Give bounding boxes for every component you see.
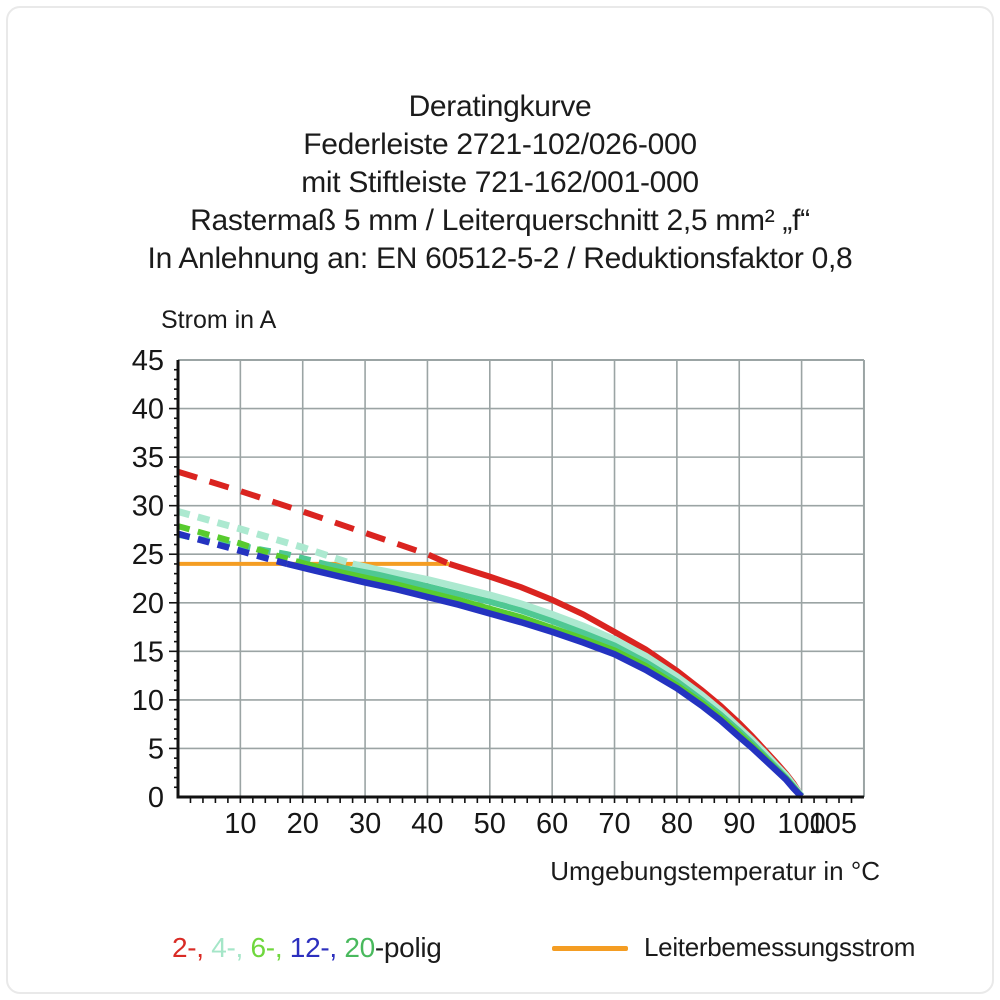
page-frame (6, 6, 994, 994)
pole-legend-item: 20 (336, 932, 375, 963)
chart-title-line-4: Rastermaß 5 mm / Leiterquerschnitt 2,5 m… (190, 204, 810, 237)
x-tick-label: 105 (809, 808, 857, 840)
chart-title-block: Deratingkurve Federleiste 2721-102/026-0… (25, 88, 975, 278)
y-tick-label: 5 (148, 733, 164, 765)
x-tick-label: 50 (474, 808, 506, 840)
y-tick-label: 40 (132, 394, 164, 426)
x-tick-label: 20 (287, 808, 319, 840)
rated-current-legend: Leiterbemessungsstrom (552, 932, 915, 963)
curve-12-polig-dashed (177, 530, 288, 568)
x-tick-label: 60 (536, 808, 568, 840)
y-tick-label: 0 (148, 782, 164, 814)
rated-current-swatch (552, 946, 628, 951)
x-axis-title: Umgebungstemperatur in °C (550, 856, 880, 886)
y-tick-label: 25 (132, 539, 164, 571)
x-tick-label: 40 (411, 808, 443, 840)
y-tick-label: 20 (132, 588, 164, 620)
chart-title-line-2: Federleiste 2721-102/026-000 (303, 128, 697, 161)
curve-12-polig-solid (286, 560, 804, 799)
pole-legend-item: 12-, (282, 932, 337, 963)
y-tick-label: 15 (132, 636, 164, 668)
pole-legend-item: 2-, (172, 932, 204, 963)
y-tick-label: 45 (132, 345, 164, 377)
y-tick-label: 35 (132, 442, 164, 474)
pole-legend-item: 4-, (203, 932, 244, 963)
pole-legend-suffix: -polig (374, 932, 442, 963)
x-tick-label: 90 (723, 808, 755, 840)
curve-4-polig-dashed (177, 508, 354, 568)
rated-current-label: Leiterbemessungsstrom (644, 932, 916, 962)
curve-6-polig-dashed (177, 523, 307, 567)
y-axis-title: Strom in A (161, 306, 277, 334)
chart-title-line-1: Deratingkurve (408, 90, 592, 123)
pole-legend: 2-, 4-, 6-, 12-, 20-polig (172, 932, 442, 964)
curve-2-polig-dashed (177, 468, 451, 567)
curve-4-polig-solid (351, 560, 805, 799)
y-tick-label: 30 (132, 491, 164, 523)
x-tick-label: 30 (349, 808, 381, 840)
chart-title-line-5: In Anlehnung an: EN 60512-5-2 / Reduktio… (147, 242, 853, 275)
chart-title-line-3: mit Stiftleiste 721-162/001-000 (301, 166, 699, 199)
x-tick-label: 100 (777, 808, 825, 840)
y-tick-label: 10 (132, 685, 164, 717)
x-tick-label: 10 (224, 808, 256, 840)
pole-legend-item: 6-, (243, 932, 283, 963)
x-tick-label: 80 (661, 808, 693, 840)
curve-20-polig-solid (323, 560, 804, 799)
x-tick-label: 70 (598, 808, 630, 840)
